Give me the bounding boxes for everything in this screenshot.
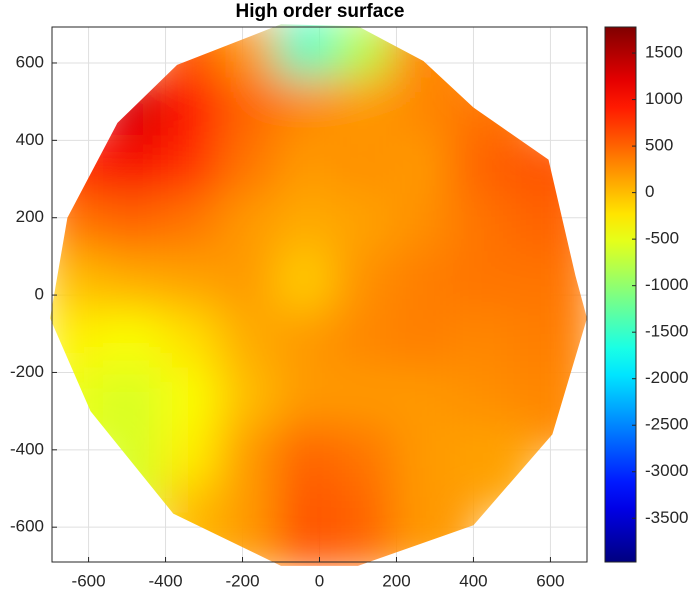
- y-tick-label: -400: [10, 439, 44, 458]
- colorbar-tick-label: -3500: [645, 508, 688, 527]
- y-tick-label: 0: [35, 285, 44, 304]
- x-tick-label: 0: [315, 571, 324, 590]
- x-tick-label: -200: [226, 571, 260, 590]
- y-tick-label: -600: [10, 517, 44, 536]
- x-tick-label: -400: [149, 571, 183, 590]
- colorbar-tick-label: -500: [645, 229, 679, 248]
- y-tick-label: 400: [16, 130, 44, 149]
- colorbar-tick-label: 500: [645, 136, 673, 155]
- y-tick-label: 200: [16, 207, 44, 226]
- colorbar-tick-label: -1500: [645, 322, 688, 341]
- colorbar-tick-label: -1000: [645, 275, 688, 294]
- x-tick-label: -600: [72, 571, 106, 590]
- y-tick-label: -200: [10, 362, 44, 381]
- y-tick-label: 600: [16, 52, 44, 71]
- colorbar: [604, 26, 637, 563]
- colorbar-tick-label: -2000: [645, 368, 688, 387]
- x-tick-label: 400: [459, 571, 487, 590]
- colorbar-tick-label: -3000: [645, 461, 688, 480]
- x-tick-label: 200: [382, 571, 410, 590]
- chart-title: High order surface: [236, 1, 405, 22]
- x-tick-label: 600: [536, 571, 564, 590]
- colorbar-tick-label: 1500: [645, 43, 683, 62]
- colorbar-tick-label: -2500: [645, 415, 688, 434]
- colorbar-tick-label: 0: [645, 182, 654, 201]
- colorbar-tick-label: 1000: [645, 89, 683, 108]
